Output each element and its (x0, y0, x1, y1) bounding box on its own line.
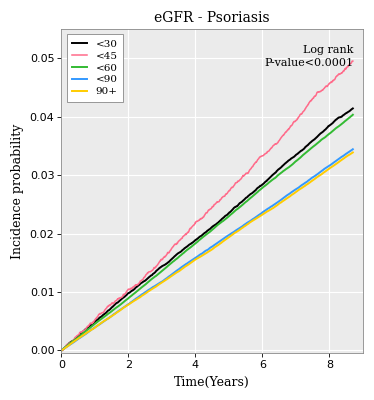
<90 (59, 348, 64, 353)
<45 (350, 59, 355, 64)
90+ (245, 222, 249, 227)
<30 (350, 106, 355, 111)
Y-axis label: Incidence probability: Incidence probability (11, 124, 24, 259)
Legend: <30, <45, <60, <90, 90+: <30, <45, <60, <90, 90+ (67, 34, 123, 102)
90+ (280, 199, 285, 204)
<45 (350, 59, 355, 64)
<60 (229, 212, 233, 217)
<90 (310, 175, 315, 180)
90+ (350, 150, 355, 155)
<30 (77, 333, 82, 338)
<45 (245, 171, 249, 176)
Line: <30: <30 (61, 108, 353, 350)
<45 (310, 97, 315, 102)
<60 (59, 348, 64, 353)
90+ (236, 228, 240, 233)
Title: eGFR - Psoriasis: eGFR - Psoriasis (154, 11, 270, 25)
<45 (236, 179, 240, 184)
<30 (310, 138, 315, 143)
<60 (236, 206, 240, 211)
<30 (236, 202, 240, 207)
<45 (280, 134, 285, 138)
Line: 90+: 90+ (61, 152, 353, 350)
<45 (77, 332, 82, 336)
90+ (229, 234, 233, 238)
Line: <60: <60 (61, 115, 353, 350)
<30 (59, 348, 64, 353)
<90 (77, 336, 82, 341)
Line: <45: <45 (61, 61, 353, 350)
<60 (350, 112, 355, 117)
<60 (77, 334, 82, 339)
<45 (59, 348, 64, 353)
90+ (59, 348, 64, 353)
90+ (77, 336, 82, 340)
<30 (280, 164, 285, 168)
90+ (310, 178, 315, 183)
<30 (229, 209, 233, 214)
<60 (280, 170, 285, 174)
<90 (280, 196, 285, 201)
<45 (229, 186, 233, 191)
Text: Log rank
P-value<0.0001: Log rank P-value<0.0001 (265, 45, 354, 68)
<30 (245, 195, 249, 200)
<90 (236, 226, 240, 231)
X-axis label: Time(Years): Time(Years) (174, 376, 250, 389)
<90 (229, 232, 233, 236)
<90 (350, 147, 355, 152)
Line: <90: <90 (61, 149, 353, 350)
<90 (245, 220, 249, 225)
<60 (245, 199, 249, 204)
<60 (310, 145, 315, 150)
